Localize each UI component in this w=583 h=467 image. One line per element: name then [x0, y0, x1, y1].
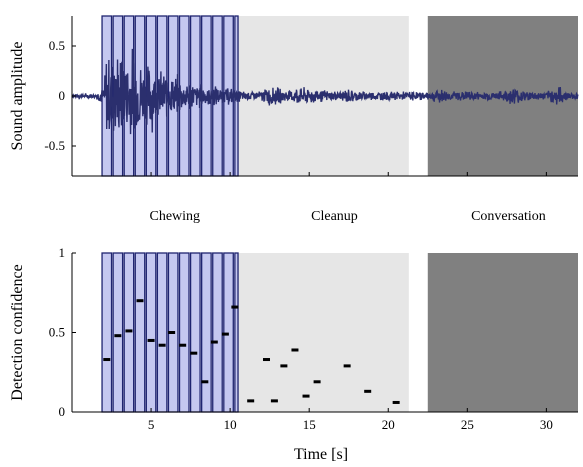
chewing-window [145, 252, 157, 413]
waveform-line [71, 48, 579, 135]
confidence-point [231, 305, 239, 309]
confidence-point [221, 332, 229, 336]
y-axis-title: Sound amplitude [9, 42, 26, 151]
confidence-point [291, 348, 299, 352]
chewing-window [101, 252, 113, 413]
confidence-point [343, 364, 351, 368]
y-tick-label: 0.5 [49, 325, 65, 340]
confidence-point [190, 351, 198, 355]
confidence-point [103, 358, 111, 362]
chewing-window [134, 252, 146, 413]
chewing-window [178, 252, 190, 413]
shaded-region [236, 253, 409, 412]
region-label-cleanup: Cleanup [311, 209, 358, 224]
region-label-conversation: Conversation [471, 209, 546, 224]
confidence-point [158, 343, 166, 347]
x-tick-label: 10 [224, 417, 237, 432]
x-axis-title: Time [s] [294, 446, 348, 463]
confidence-point [270, 399, 278, 403]
chewing-window [112, 252, 124, 413]
confidence-point [114, 334, 122, 338]
confidence-point [302, 394, 310, 398]
confidence-point [280, 364, 288, 368]
shaded-region [427, 253, 578, 412]
confidence-point [136, 299, 144, 303]
confidence-point [210, 340, 218, 344]
confidence-point [125, 329, 133, 333]
chewing-window [212, 252, 223, 413]
chewing-window [123, 252, 135, 413]
y-tick-label: 1 [59, 245, 66, 260]
panel-sound: 0.5 0 -0.5 Sound amplitude [9, 15, 579, 177]
chewing-window [223, 252, 234, 413]
confidence-point [262, 358, 270, 362]
x-tick-label: 25 [461, 417, 474, 432]
chewing-window [234, 252, 239, 413]
y-tick-label: 0 [59, 404, 66, 419]
confidence-point [179, 343, 187, 347]
confidence-point [313, 380, 321, 384]
x-tick-label: 20 [382, 417, 395, 432]
y-tick-label: 0.5 [49, 38, 65, 53]
confidence-point [201, 380, 209, 384]
y-axis-title: Detection confidence [9, 264, 26, 400]
region-label-chewing: Chewing [150, 209, 201, 224]
x-tick-label: 5 [148, 417, 155, 432]
x-tick-label: 15 [303, 417, 316, 432]
chewing-window [189, 252, 201, 413]
confidence-point [364, 389, 372, 393]
confidence-point [168, 331, 176, 334]
x-tick-label: 30 [540, 417, 553, 432]
y-tick-label: -0.5 [44, 138, 65, 153]
panel-confidence: 1 0.5 0 5 10 15 20 25 30 Detection confidence Time… [9, 245, 578, 463]
confidence-point [147, 338, 155, 342]
chewing-window [201, 252, 212, 413]
y-tick-label: 0 [59, 88, 66, 103]
confidence-point [247, 399, 255, 403]
chewing-window [156, 252, 168, 413]
confidence-point [392, 400, 400, 404]
